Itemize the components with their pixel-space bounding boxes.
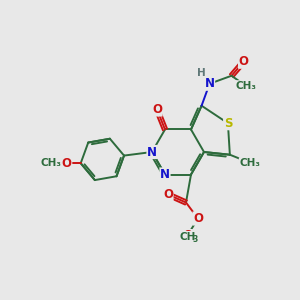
Text: O: O xyxy=(193,212,203,225)
Text: CH₃: CH₃ xyxy=(239,158,260,168)
Text: CH: CH xyxy=(180,232,196,242)
Text: S: S xyxy=(224,117,232,130)
Text: H: H xyxy=(197,68,206,78)
Text: N: N xyxy=(205,77,214,90)
Text: O: O xyxy=(184,230,192,239)
Text: O: O xyxy=(62,157,72,170)
Text: O: O xyxy=(163,188,173,201)
Text: 3: 3 xyxy=(192,235,198,244)
Text: N: N xyxy=(160,168,170,181)
Text: O: O xyxy=(152,103,162,116)
Text: O: O xyxy=(238,55,249,68)
Text: N: N xyxy=(147,146,157,158)
Text: CH₃: CH₃ xyxy=(235,81,256,91)
Text: CH₃: CH₃ xyxy=(40,158,61,168)
